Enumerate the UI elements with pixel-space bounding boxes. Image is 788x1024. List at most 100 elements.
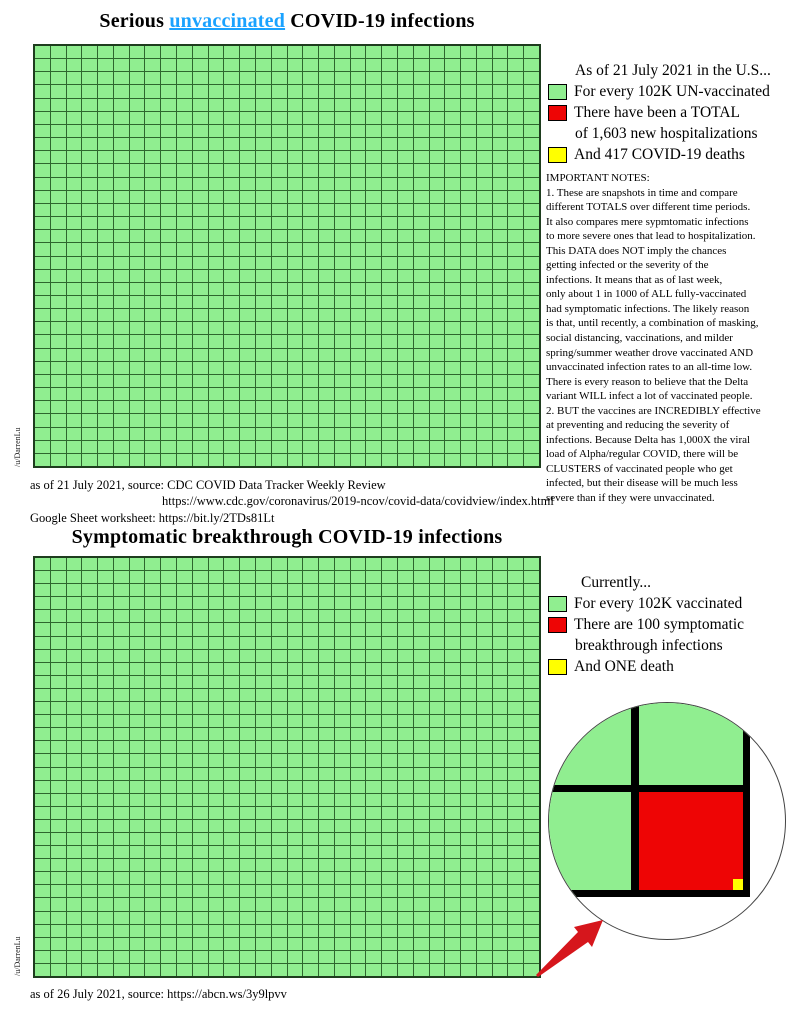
waffle-cell <box>461 610 476 623</box>
waffle-cell <box>429 453 445 466</box>
waffle-cell <box>476 950 492 963</box>
waffle-cell <box>508 256 524 269</box>
waffle-cell <box>98 348 113 361</box>
waffle-cell <box>98 898 113 911</box>
waffle-cell <box>397 72 413 85</box>
waffle-cell <box>271 793 287 806</box>
waffle-cell <box>508 846 524 859</box>
waffle-cell <box>303 780 319 793</box>
waffle-cell <box>98 702 113 715</box>
waffle-cell <box>524 780 539 793</box>
green-swatch-icon <box>548 83 567 100</box>
waffle-cell <box>240 649 255 662</box>
waffle-cell <box>382 793 397 806</box>
waffle-cell <box>476 427 492 440</box>
waffle-cell <box>413 872 429 885</box>
waffle-cell <box>177 754 192 767</box>
waffle-cell <box>208 832 224 846</box>
waffle-cell <box>492 164 508 177</box>
waffle-cell <box>82 295 98 309</box>
waffle-cell <box>82 348 98 361</box>
waffle-cell <box>98 819 113 832</box>
waffle-cell <box>177 335 192 348</box>
waffle-cell <box>476 741 492 754</box>
waffle-cell <box>208 963 224 976</box>
waffle-cell <box>366 924 382 937</box>
waffle-cell <box>98 256 113 269</box>
waffle-cell <box>208 440 224 453</box>
waffle-cell <box>255 610 271 623</box>
waffle-cell <box>366 649 382 662</box>
waffle-cell <box>224 414 240 427</box>
waffle-cell <box>366 885 382 898</box>
waffle-cell <box>145 623 161 636</box>
waffle-cell <box>35 963 50 976</box>
waffle-cell <box>35 164 50 177</box>
waffle-cell <box>240 571 255 584</box>
waffle-cell <box>429 872 445 885</box>
waffle-cell <box>366 597 382 610</box>
waffle-cell <box>287 623 303 636</box>
waffle-cell <box>350 190 366 203</box>
waffle-cell <box>445 361 461 374</box>
waffle-cell <box>129 636 145 649</box>
waffle-cell <box>192 151 208 164</box>
waffle-cell <box>319 649 334 662</box>
waffle-cell <box>287 374 303 388</box>
waffle-cell <box>129 806 145 819</box>
waffle-cell <box>350 151 366 164</box>
waffle-cell <box>287 728 303 741</box>
waffle-cell <box>50 688 66 702</box>
waffle-cell <box>397 571 413 584</box>
waffle-cell <box>66 401 82 414</box>
waffle-cell <box>492 636 508 649</box>
waffle-cell <box>208 72 224 85</box>
waffle-cell <box>429 911 445 924</box>
waffle-cell <box>319 256 334 269</box>
waffle-cell <box>192 898 208 911</box>
waffle-cell <box>271 937 287 950</box>
waffle-cell <box>287 754 303 767</box>
waffle-cell <box>255 885 271 898</box>
waffle-cell <box>334 806 350 819</box>
waffle-cell <box>208 793 224 806</box>
waffle-cell <box>397 963 413 976</box>
waffle-cell <box>334 414 350 427</box>
waffle-cell <box>382 374 397 388</box>
waffle-cell <box>113 924 129 937</box>
waffle-cell <box>366 793 382 806</box>
waffle-cell <box>208 203 224 217</box>
waffle-cell <box>397 177 413 190</box>
waffle-cell <box>113 636 129 649</box>
waffle-cell <box>350 46 366 59</box>
waffle-cell <box>240 584 255 597</box>
waffle-cell <box>129 597 145 610</box>
waffle-cell <box>240 217 255 230</box>
waffle-cell <box>445 348 461 361</box>
waffle-cell <box>224 256 240 269</box>
waffle-cell <box>303 401 319 414</box>
waffle-cell <box>303 675 319 688</box>
waffle-cell <box>208 361 224 374</box>
waffle-cell <box>224 322 240 335</box>
waffle-cell <box>255 806 271 819</box>
waffle-cell <box>350 269 366 282</box>
waffle-cell <box>129 177 145 190</box>
waffle-cell <box>240 203 255 217</box>
waffle-cell <box>192 164 208 177</box>
waffle-cell <box>334 898 350 911</box>
waffle-cell <box>350 414 366 427</box>
waffle-cell <box>98 374 113 388</box>
waffle-cell <box>382 558 397 571</box>
waffle-cell <box>192 741 208 754</box>
waffle-cell <box>287 859 303 872</box>
waffle-cell <box>429 728 445 741</box>
waffle-cell <box>271 610 287 623</box>
waffle-cell <box>129 688 145 702</box>
waffle-cell <box>98 911 113 924</box>
waffle-cell <box>255 819 271 832</box>
waffle-cell <box>492 571 508 584</box>
waffle-cell <box>129 72 145 85</box>
waffle-cell <box>492 872 508 885</box>
waffle-cell <box>476 623 492 636</box>
